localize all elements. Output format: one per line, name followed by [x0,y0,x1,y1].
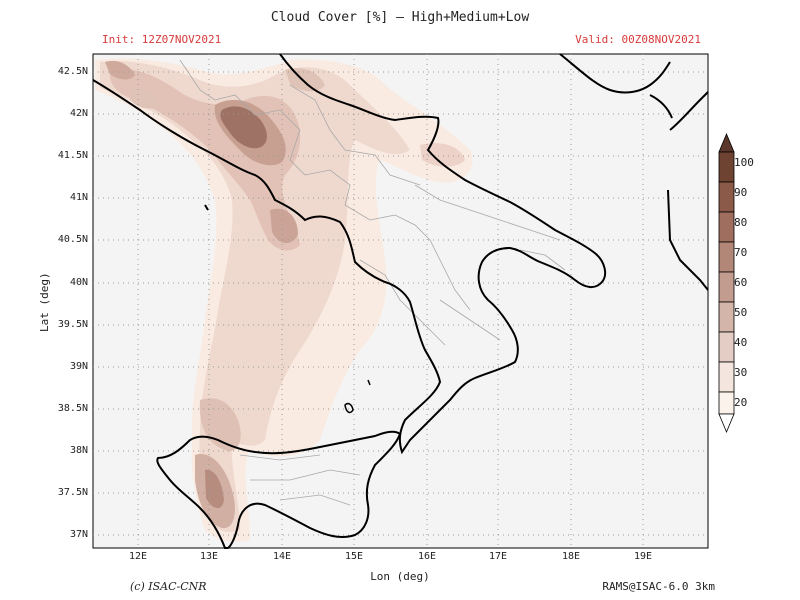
colorbar-segment [718,331,735,363]
colorbar-label: 80 [734,216,748,229]
lat-tick-label: 37N [69,529,88,540]
lat-tick-label: 39N [69,361,88,372]
colorbar-label: 50 [734,306,748,319]
lon-tick-label: 18E [561,551,581,562]
lat-tick-label: 41N [69,192,88,203]
colorbar-label: 40 [734,336,748,349]
lat-tick-label: 42N [69,108,88,119]
valid-time: Valid: 00Z08NOV2021 [575,33,701,46]
map-title: Cloud Cover [%] — High+Medium+Low [270,10,530,25]
lat-tick-label: 40.5N [57,234,88,245]
lat-tick-label: 39.5N [57,319,88,330]
lon-tick-label: 17E [488,551,508,562]
colorbar [718,132,735,434]
lon-tick-label: 13E [199,551,219,562]
lat-tick-label: 40N [69,277,88,288]
colorbar-segment [718,151,735,183]
colorbar-segment [718,211,735,243]
colorbar-label: 60 [734,276,748,289]
y-axis-label: Lat (deg) [38,272,51,332]
colorbar-segment [718,361,735,393]
colorbar-segment [718,301,735,333]
lon-tick-label: 14E [272,551,292,562]
lat-tick-label: 37.5N [57,487,88,498]
lat-tick-label: 41.5N [57,150,88,161]
colorbar-label: 90 [734,186,748,199]
lon-tick-label: 15E [344,551,364,562]
coastlines [92,53,709,549]
lon-tick-label: 12E [128,551,148,562]
colorbar-label: 30 [734,366,748,379]
x-axis-label: Lon (deg) [370,570,430,583]
cloud-cover-shading [95,58,473,542]
lon-tick-label: 19E [633,551,653,562]
lat-tick-label: 38N [69,445,88,456]
colorbar-segment [718,391,735,415]
model-label: RAMS@ISAC-6.0 3km [602,580,715,593]
colorbar-segment [718,241,735,273]
colorbar-label: 100 [734,156,754,169]
colorbar-label: 20 [734,396,748,409]
lat-tick-label: 42.5N [57,66,88,77]
credit-text: (c) ISAC-CNR [130,580,207,593]
regional-borders [179,59,566,506]
colorbar-segment [718,271,735,303]
lat-tick-label: 38.5N [57,403,88,414]
colorbar-min-arrow [718,413,735,434]
colorbar-label: 70 [734,246,748,259]
colorbar-segment [718,181,735,213]
lon-tick-label: 16E [417,551,437,562]
colorbar-max-arrow [718,132,735,153]
init-time: Init: 12Z07NOV2021 [102,33,222,46]
